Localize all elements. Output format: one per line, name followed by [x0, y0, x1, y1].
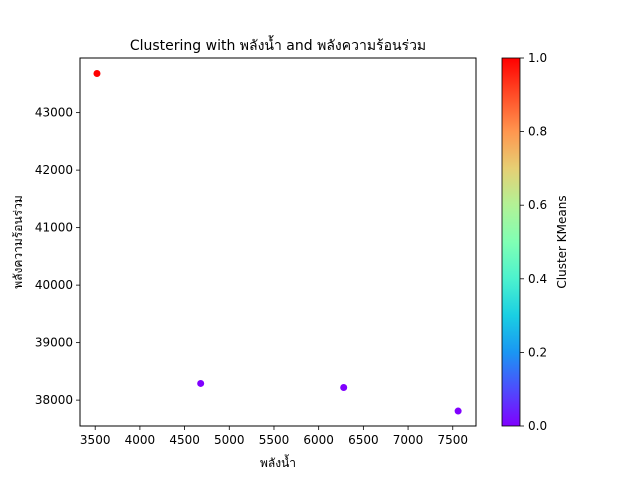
plot-area [79, 57, 477, 427]
x-tick-label: 3500 [80, 433, 111, 447]
y-tick-label: 43000 [35, 106, 73, 120]
x-tick-label: 6500 [348, 433, 379, 447]
x-tick-label: 4500 [169, 433, 200, 447]
colorbar-axis: 0.0 0.2 0.4 0.6 0.8 1.0 [520, 51, 547, 433]
x-axis: 3500 4000 4500 5000 5500 6000 6500 7000 7500 [80, 426, 468, 447]
data-points [93, 70, 462, 415]
data-point [93, 70, 101, 78]
colorbar-tick-label: 1.0 [528, 51, 547, 65]
data-point [197, 379, 205, 387]
y-axis-label: พลังความร้อนร่วม [11, 195, 25, 289]
x-tick-label: 4000 [125, 433, 156, 447]
data-point [454, 407, 462, 415]
x-axis-label: พลังน้ำ [260, 454, 296, 470]
x-tick-label: 5000 [214, 433, 245, 447]
colorbar-tick-label: 0.2 [528, 345, 547, 359]
colorbar-label: Cluster KMeans [555, 195, 569, 288]
y-tick-label: 38000 [35, 393, 73, 407]
chart-title: Clustering with พลังน้ำ and พลังความร้อน… [130, 35, 426, 54]
colorbar-tick-label: 0.4 [528, 272, 547, 286]
y-tick-label: 42000 [35, 163, 73, 177]
x-tick-label: 5500 [259, 433, 290, 447]
x-tick-label: 6000 [303, 433, 334, 447]
y-tick-label: 41000 [35, 221, 73, 235]
x-tick-label: 7000 [393, 433, 424, 447]
y-axis: 38000 39000 40000 41000 42000 43000 [35, 106, 80, 407]
y-tick-label: 39000 [35, 336, 73, 350]
colorbar-tick-label: 0.6 [528, 198, 547, 212]
y-tick-label: 40000 [35, 278, 73, 292]
data-point [340, 383, 348, 391]
colorbar-tick-label: 0.8 [528, 125, 547, 139]
colorbar-tick-label: 0.0 [528, 419, 547, 433]
x-tick-label: 7500 [437, 433, 468, 447]
colorbar [501, 57, 521, 427]
